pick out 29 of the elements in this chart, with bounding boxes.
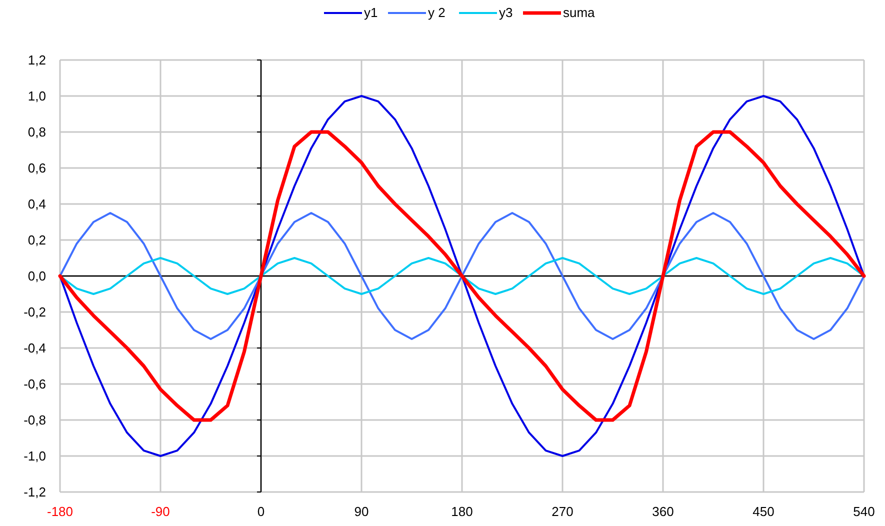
- legend-label: suma: [563, 5, 596, 20]
- y-tick-label: -0,4: [24, 340, 46, 356]
- y-tick-label: -0,6: [24, 376, 46, 392]
- x-tick-label: 450: [752, 504, 774, 519]
- line-series: [59, 95, 865, 457]
- line-series: [58, 130, 866, 422]
- x-tick-label: -90: [151, 504, 170, 519]
- y-tick-label: 0,6: [28, 160, 46, 176]
- legend-label: y 2: [428, 5, 446, 20]
- y-tick-label: -1,2: [24, 484, 46, 500]
- legend-label: y3: [499, 5, 513, 20]
- y-tick-label: 0,0: [28, 268, 46, 284]
- line-series: [59, 212, 865, 340]
- y-tick-label: 0,8: [28, 124, 46, 140]
- y-tick-label: -0,8: [24, 412, 46, 428]
- x-tick-label: 180: [451, 504, 473, 519]
- y-tick-label: 1,2: [28, 52, 46, 68]
- y-tick-label: -0,2: [24, 304, 46, 320]
- x-tick-label: 0: [257, 504, 265, 519]
- x-tick-label: 90: [354, 504, 369, 519]
- x-tick-label: 360: [652, 504, 674, 519]
- y-tick-label: -1,0: [24, 448, 46, 464]
- x-tick-label: 270: [552, 504, 574, 519]
- x-tick-label: -180: [46, 504, 74, 519]
- legend-label: y1: [364, 5, 378, 20]
- y-tick-label: 0,4: [28, 196, 46, 212]
- y-tick-label: 1,0: [28, 88, 46, 104]
- x-tick-label: 540: [853, 504, 875, 519]
- y-tick-label: 0,2: [28, 232, 46, 248]
